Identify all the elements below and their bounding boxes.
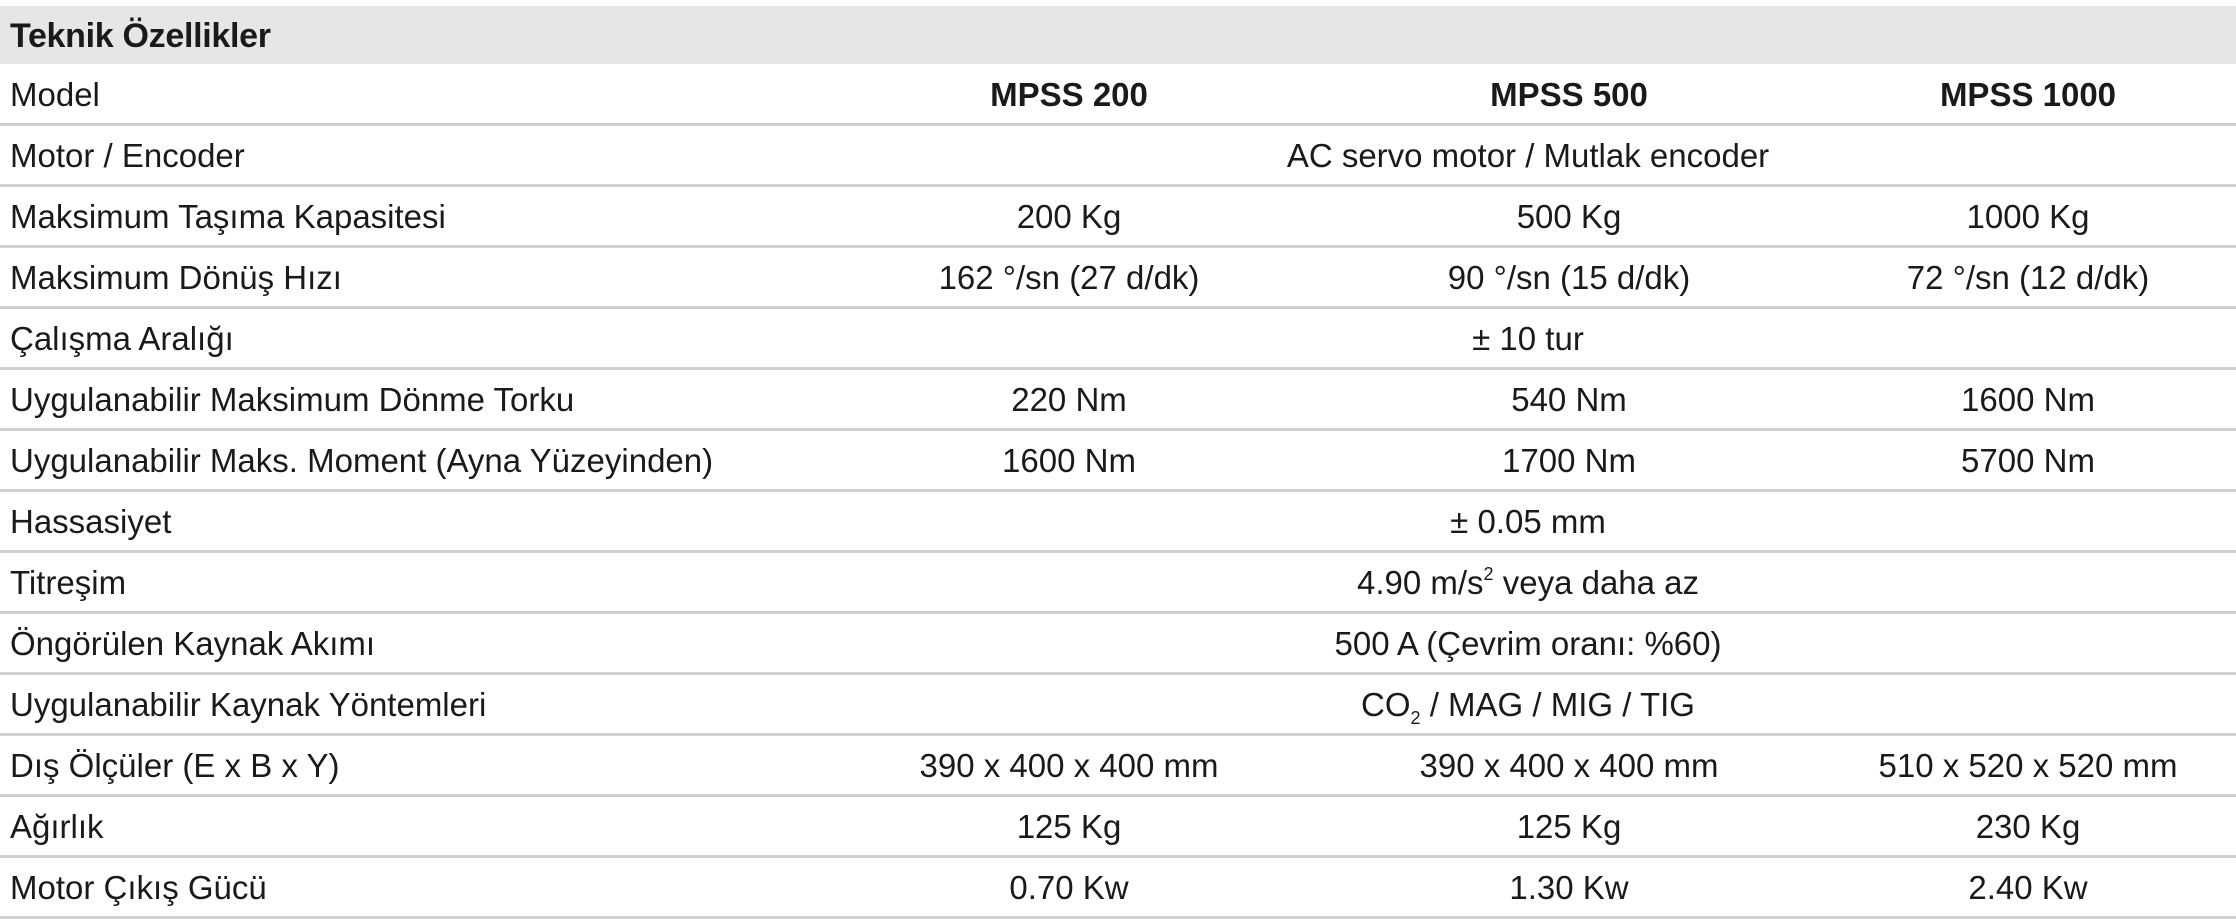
value-text: veya daha az (1493, 563, 1700, 601)
table-row-motor: Motor / Encoder AC servo motor / Mutlak … (0, 124, 2236, 187)
table-cell: 510 x 520 x 520 mm (1820, 734, 2236, 797)
table-cell: 500 A (Çevrim oranı: %60) (820, 612, 2236, 675)
row-label: Maksimum Taşıma Kapasitesi (0, 185, 820, 248)
table-row-model: Model MPSS 200 MPSS 500 MPSS 1000 (0, 65, 2236, 126)
row-label: Çalışma Aralığı (0, 307, 820, 370)
row-label: Model (0, 65, 820, 126)
table-cell: 500 Kg (1318, 185, 1820, 248)
row-label: Motor / Encoder (0, 124, 820, 187)
row-label: Uygulanabilir Kaynak Yöntemleri (0, 673, 820, 736)
model-header: MPSS 1000 (1820, 65, 2236, 126)
table-cell: 540 Nm (1318, 368, 1820, 431)
table-cell: 1700 Nm (1318, 429, 1820, 492)
row-label: Hassasiyet (0, 490, 820, 553)
table-cell: 4.90 m/s2 veya daha az (820, 551, 2236, 614)
value-text: / MAG / MIG / TIG (1420, 685, 1695, 723)
row-label: Dış Ölçüler (E x B x Y) (0, 734, 820, 797)
table-row-weight: Ağırlık 125 Kg 125 Kg 230 Kg (0, 795, 2236, 858)
table-cell: CO2 / MAG / MIG / TIG (820, 673, 2236, 736)
value-text: 4.90 m/s (1356, 563, 1484, 601)
table-cell: 1000 Kg (1820, 185, 2236, 248)
table-row-precision: Hassasiyet ± 0.05 mm (0, 490, 2236, 553)
row-label: Maksimum Dönüş Hızı (0, 246, 820, 309)
table-cell: 5700 Nm (1820, 429, 2236, 492)
table-cell: 1.30 Kw (1318, 856, 1820, 919)
table-row-power: Motor Çıkış Gücü 0.70 Kw 1.30 Kw 2.40 Kw (0, 856, 2236, 919)
table-cell: 72 °/sn (12 d/dk) (1820, 246, 2236, 309)
table-cell: 390 x 400 x 400 mm (820, 734, 1318, 797)
row-label: Öngörülen Kaynak Akımı (0, 612, 820, 675)
table-cell: 0.70 Kw (820, 856, 1318, 919)
table-cell: 200 Kg (820, 185, 1318, 248)
table-row-methods: Uygulanabilir Kaynak Yöntemleri CO2 / MA… (0, 673, 2236, 736)
page-title: Teknik Özellikler (10, 17, 271, 55)
row-label: Uygulanabilir Maks. Moment (Ayna Yüzeyin… (0, 429, 820, 492)
table-cell: 90 °/sn (15 d/dk) (1318, 246, 1820, 309)
title-bar: Teknik Özellikler (0, 6, 2236, 64)
table-cell: 1600 Nm (1820, 368, 2236, 431)
table-cell: 125 Kg (1318, 795, 1820, 858)
table-cell: AC servo motor / Mutlak encoder (820, 124, 2236, 187)
row-label: Motor Çıkış Gücü (0, 856, 820, 919)
row-label: Uygulanabilir Maksimum Dönme Torku (0, 368, 820, 431)
table-cell: 2.40 Kw (1820, 856, 2236, 919)
table-row-range: Çalışma Aralığı ± 10 tur (0, 307, 2236, 370)
table-cell: 220 Nm (820, 368, 1318, 431)
row-label: Ağırlık (0, 795, 820, 858)
table-cell: 125 Kg (820, 795, 1318, 858)
value-text: CO (1361, 685, 1411, 723)
table-row-torque: Uygulanabilir Maksimum Dönme Torku 220 N… (0, 368, 2236, 431)
table-row-moment: Uygulanabilir Maks. Moment (Ayna Yüzeyin… (0, 429, 2236, 492)
model-header: MPSS 500 (1318, 65, 1820, 126)
table-cell: ± 0.05 mm (820, 490, 2236, 553)
row-label: Titreşim (0, 551, 820, 614)
table-row-dimensions: Dış Ölçüler (E x B x Y) 390 x 400 x 400 … (0, 734, 2236, 797)
table-cell: 162 °/sn (27 d/dk) (820, 246, 1318, 309)
superscript: 2 (1483, 563, 1494, 584)
table-row-current: Öngörülen Kaynak Akımı 500 A (Çevrim ora… (0, 612, 2236, 675)
table-cell: ± 10 tur (820, 307, 2236, 370)
table-cell: 1600 Nm (820, 429, 1318, 492)
subscript: 2 (1410, 707, 1421, 728)
table-cell: 230 Kg (1820, 795, 2236, 858)
table-row-capacity: Maksimum Taşıma Kapasitesi 200 Kg 500 Kg… (0, 185, 2236, 248)
table-row-speed: Maksimum Dönüş Hızı 162 °/sn (27 d/dk) 9… (0, 246, 2236, 309)
table-cell: 390 x 400 x 400 mm (1318, 734, 1820, 797)
model-header: MPSS 200 (820, 65, 1318, 126)
table-row-vibration: Titreşim 4.90 m/s2 veya daha az (0, 551, 2236, 614)
spec-table: Model MPSS 200 MPSS 500 MPSS 1000 Motor … (0, 65, 2236, 919)
